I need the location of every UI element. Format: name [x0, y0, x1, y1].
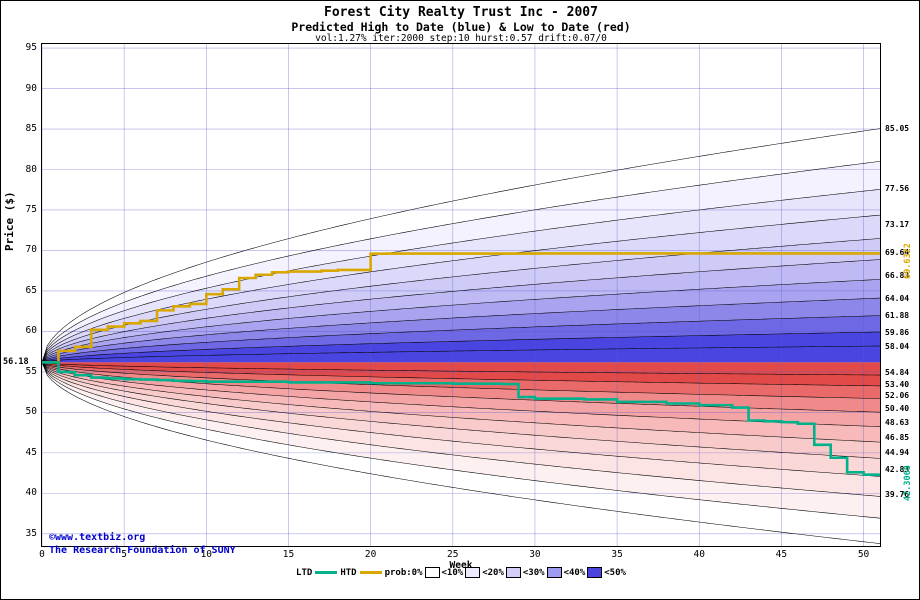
legend-label: <20%	[482, 567, 504, 578]
credit-line-1[interactable]: ©www.textbiz.org	[49, 532, 146, 543]
legend-color-swatch	[424, 567, 440, 578]
right-label-77-56: 77.56	[885, 184, 910, 194]
right-label-54-84: 54.84	[885, 368, 910, 378]
legend-color-swatch	[546, 567, 562, 578]
right-label-46-85: 46.85	[885, 432, 910, 442]
legend-color-swatch	[587, 567, 603, 578]
legend-label: prob:0%	[384, 567, 423, 578]
y-tick-70: 70	[25, 244, 37, 256]
legend-label: <50%	[604, 567, 626, 578]
right-label-61-88: 61.88	[885, 311, 910, 321]
legend-label: <30%	[522, 567, 545, 578]
chart-legend: LTD HTD prob:0% <10% <20% <30% <40% <50%	[1, 567, 920, 578]
legend-label: LTD	[296, 567, 313, 578]
right-label-58-04: 58.04	[885, 342, 910, 352]
legend-item-30: <30%	[505, 567, 546, 578]
right-label-50-40: 50.40	[885, 404, 910, 414]
y-tick-50: 50	[25, 406, 37, 418]
legend-item-ltd: LTD	[295, 568, 339, 578]
legend-label: <10%	[441, 567, 464, 578]
right-label-64-04: 64.04	[885, 293, 910, 303]
y-tick-60: 60	[25, 325, 37, 337]
right-label-42-83: 42.83	[885, 465, 910, 475]
x-tick-50: 50	[857, 549, 870, 560]
chart-title: Forest City Realty Trust Inc - 2007	[324, 5, 598, 20]
start-price-label: 56.18	[3, 357, 29, 368]
legend-item-prob0: prob:0%	[384, 568, 424, 578]
y-tick-40: 40	[25, 487, 37, 499]
y-tick-35: 35	[25, 527, 37, 539]
plot-area	[41, 43, 881, 547]
legend-item-50: <50%	[586, 567, 627, 578]
x-tick-5: 5	[121, 549, 128, 560]
chart-subtitle: Predicted High to Date (blue) & Low to D…	[291, 20, 631, 34]
x-tick-0: 0	[39, 549, 45, 560]
legend-color-swatch	[465, 567, 481, 578]
series-htd	[42, 252, 880, 364]
legend-item-htd: HTD	[339, 568, 383, 578]
right-label-73-17: 73.17	[885, 219, 910, 229]
legend-line-swatch	[359, 571, 382, 574]
y-tick-85: 85	[25, 123, 37, 135]
right-label-85-05: 85.05	[885, 123, 910, 133]
plot-canvas	[42, 44, 880, 546]
y-tick-65: 65	[25, 284, 37, 296]
right-label-59-86: 59.86	[885, 327, 910, 337]
legend-item-40: <40%	[546, 567, 587, 578]
y-tick-80: 80	[25, 163, 37, 175]
legend-item-10: <10%	[424, 567, 465, 578]
credit-line-2: The Research Foundation of SUNY	[49, 545, 236, 556]
legend-color-swatch	[505, 567, 521, 578]
right-label-48-63: 48.63	[885, 418, 910, 428]
y-tick-55: 55	[25, 365, 37, 377]
x-tick-15: 15	[282, 549, 295, 560]
right-label-52-06: 52.06	[885, 390, 910, 400]
legend-label: HTD	[340, 567, 357, 578]
y-tick-90: 90	[25, 82, 37, 94]
x-tick-35: 35	[611, 549, 623, 560]
right-label-53-40: 53.40	[885, 379, 910, 389]
right-label-69-64: 69.64	[885, 248, 910, 258]
x-tick-30: 30	[529, 549, 541, 560]
y-tick-95: 95	[25, 42, 37, 54]
x-tick-25: 25	[447, 549, 459, 560]
ltd-end-value-label: 42.3068	[903, 464, 913, 501]
legend-item-20: <20%	[464, 567, 505, 578]
legend-line-swatch	[315, 571, 338, 574]
right-label-44-94: 44.94	[885, 448, 910, 458]
right-label-66-83: 66.83	[885, 271, 910, 281]
x-tick-40: 40	[693, 549, 705, 560]
x-tick-45: 45	[775, 549, 788, 560]
htd-end-value-label: 69.6322	[903, 243, 913, 280]
chart-parameters: vol:1.27% iter:2000 step:10 hurst:0.57 d…	[315, 33, 607, 44]
x-tick-10: 10	[200, 549, 213, 560]
y-tick-75: 75	[25, 203, 37, 215]
right-label-39-76: 39.76	[885, 490, 910, 500]
x-axis-label: Week	[449, 560, 473, 571]
legend-label: <40%	[563, 567, 586, 578]
series-ltd	[42, 361, 880, 476]
y-axis-label: Price ($)	[3, 191, 16, 251]
y-tick-45: 45	[25, 446, 37, 458]
x-tick-20: 20	[364, 549, 377, 560]
